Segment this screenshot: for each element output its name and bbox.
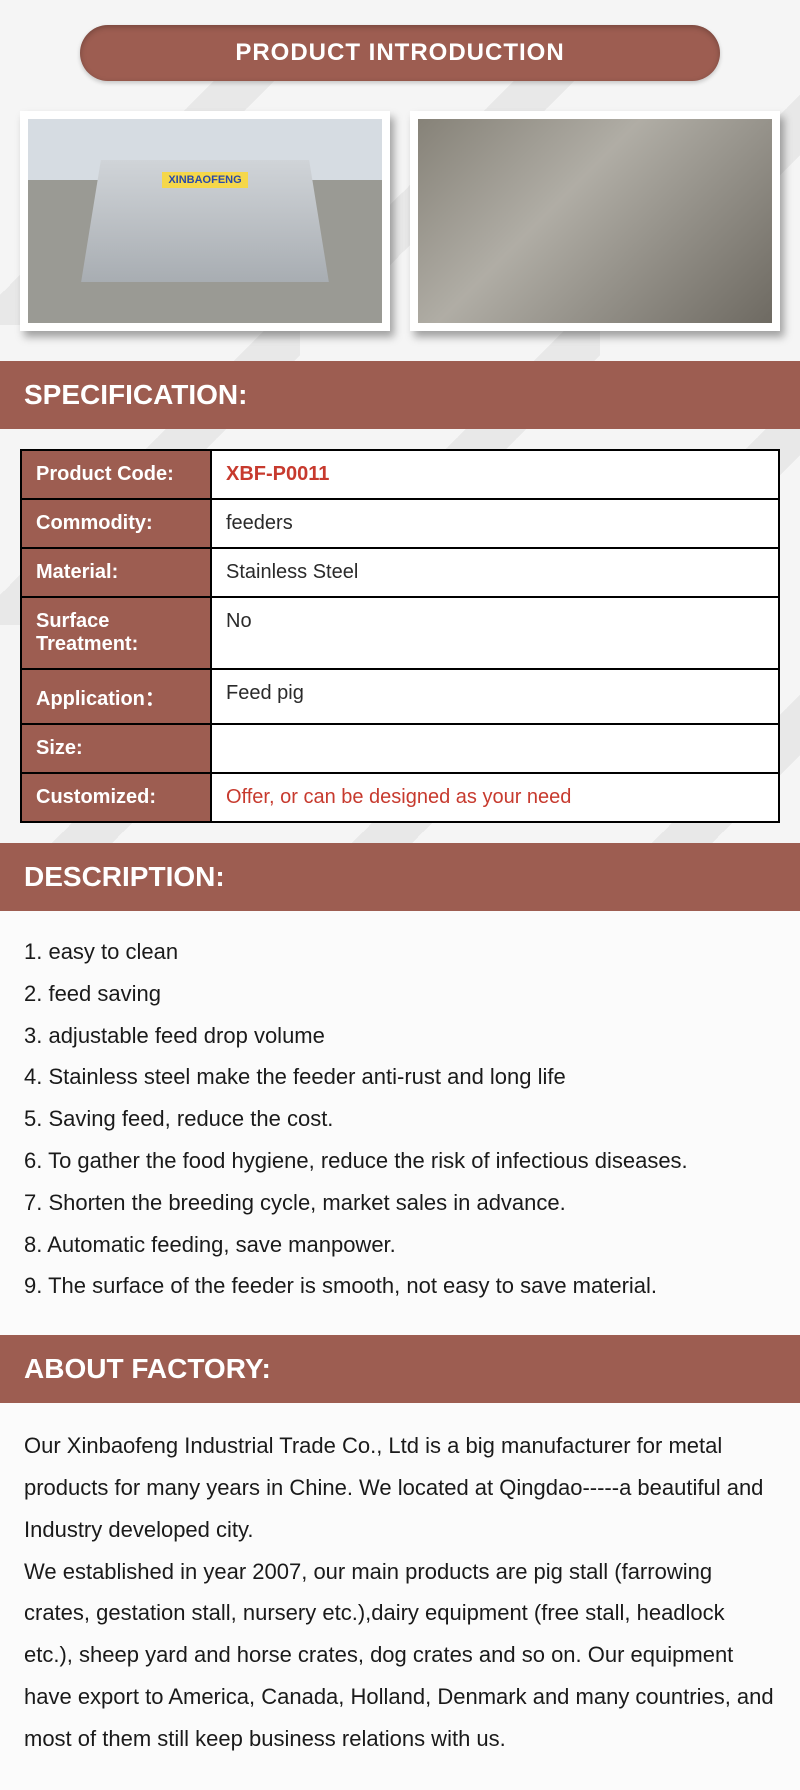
- table-row: Application： Feed pig: [21, 669, 779, 724]
- product-introduction-banner: PRODUCT INTRODUCTION: [80, 25, 720, 81]
- spec-label: Surface Treatment:: [21, 597, 211, 669]
- spec-value: No: [211, 597, 779, 669]
- table-row: Customized: Offer, or can be designed as…: [21, 773, 779, 822]
- brand-tag: XINBAOFENG: [162, 172, 247, 188]
- table-row: Material: Stainless Steel: [21, 548, 779, 597]
- specification-table: Product Code: XBF-P0011 Commodity: feede…: [20, 449, 780, 823]
- spec-label: Application：: [21, 669, 211, 724]
- about-factory-header: ABOUT FACTORY:: [0, 1335, 800, 1403]
- spec-label: Customized:: [21, 773, 211, 822]
- about-paragraph: Our Xinbaofeng Industrial Trade Co., Ltd…: [24, 1425, 776, 1550]
- list-item: 1. easy to clean: [24, 931, 776, 973]
- list-item: 3. adjustable feed drop volume: [24, 1015, 776, 1057]
- description-header: DESCRIPTION:: [0, 843, 800, 911]
- feeder-illustration: XINBAOFENG: [81, 160, 329, 282]
- product-image-detail: [410, 111, 780, 331]
- list-item: 5. Saving feed, reduce the cost.: [24, 1098, 776, 1140]
- spec-label: Commodity:: [21, 499, 211, 548]
- spec-value: Stainless Steel: [211, 548, 779, 597]
- table-row: Size:: [21, 724, 779, 773]
- spec-label: Size:: [21, 724, 211, 773]
- list-item: 4. Stainless steel make the feeder anti-…: [24, 1056, 776, 1098]
- spec-value: feeders: [211, 499, 779, 548]
- about-paragraph: We established in year 2007, our main pr…: [24, 1551, 776, 1760]
- list-item: 2. feed saving: [24, 973, 776, 1015]
- spec-value: [211, 724, 779, 773]
- spec-value: Offer, or can be designed as your need: [211, 773, 779, 822]
- list-item: 6. To gather the food hygiene, reduce th…: [24, 1140, 776, 1182]
- about-factory-text: Our Xinbaofeng Industrial Trade Co., Ltd…: [0, 1403, 800, 1789]
- spec-label: Material:: [21, 548, 211, 597]
- product-image-front: XINBAOFENG: [20, 111, 390, 331]
- table-row: Surface Treatment: No: [21, 597, 779, 669]
- list-item: 9. The surface of the feeder is smooth, …: [24, 1265, 776, 1307]
- product-images-row: XINBAOFENG: [0, 111, 800, 361]
- table-row: Product Code: XBF-P0011: [21, 450, 779, 499]
- page-content: PRODUCT INTRODUCTION XINBAOFENG SPECIFIC…: [0, 25, 800, 1790]
- description-list: 1. easy to clean 2. feed saving 3. adjus…: [0, 911, 800, 1335]
- specification-header: SPECIFICATION:: [0, 361, 800, 429]
- spec-label: Product Code:: [21, 450, 211, 499]
- list-item: 8. Automatic feeding, save manpower.: [24, 1224, 776, 1266]
- list-item: 7. Shorten the breeding cycle, market sa…: [24, 1182, 776, 1224]
- spec-value: XBF-P0011: [211, 450, 779, 499]
- table-row: Commodity: feeders: [21, 499, 779, 548]
- spec-value: Feed pig: [211, 669, 779, 724]
